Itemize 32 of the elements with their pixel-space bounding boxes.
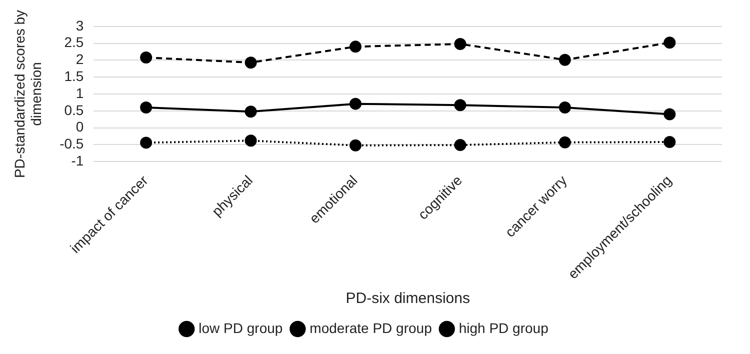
y-tick-label: 2 — [76, 51, 84, 68]
y-tick-label: 1 — [76, 84, 84, 101]
point — [664, 136, 676, 148]
point — [350, 98, 362, 110]
y-tick-label: 0.5 — [64, 102, 84, 118]
point — [244, 106, 257, 118]
legend-label: low PD group — [198, 320, 283, 336]
y-tick-label: 0 — [76, 118, 84, 135]
point — [558, 136, 571, 148]
y-axis-title: PD-standardized scores by dimension — [11, 10, 44, 178]
point — [454, 38, 466, 50]
point — [664, 36, 676, 49]
point — [350, 40, 362, 53]
point — [244, 56, 257, 69]
point — [558, 54, 571, 66]
point — [664, 108, 676, 120]
point — [558, 102, 571, 114]
point — [140, 102, 152, 114]
point — [454, 99, 466, 112]
x-axis-title: PD-six dimensions — [346, 290, 470, 308]
point — [244, 134, 257, 147]
y-tick-label: 3 — [76, 17, 84, 34]
y-tick-label: 2.5 — [64, 34, 84, 50]
y-tick-label: -1 — [71, 152, 84, 168]
y-tick-label: 1.5 — [64, 68, 84, 84]
point — [350, 139, 362, 152]
y-tick-label: -0.5 — [60, 136, 84, 152]
point — [454, 139, 466, 152]
legend-label: high PD group — [458, 320, 549, 336]
point — [140, 136, 152, 149]
legend-label: moderate PD group — [310, 320, 432, 336]
point — [140, 52, 152, 64]
